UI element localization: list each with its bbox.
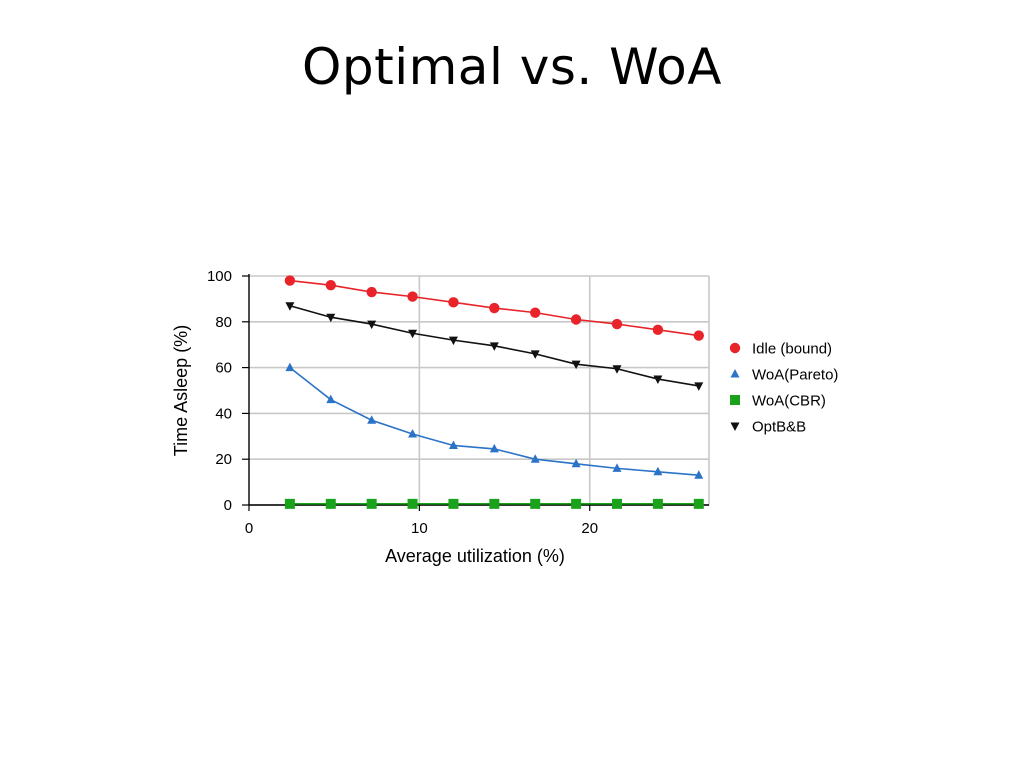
data-point <box>366 498 377 509</box>
legend: Idle (bound) WoA(Pareto) WoA(CBR) OptB&B <box>729 341 838 436</box>
data-point <box>325 498 336 509</box>
data-point <box>489 443 499 453</box>
y-tick-label: 40 <box>215 405 232 422</box>
data-point <box>489 342 499 351</box>
y-axis-title: Time Asleep (%) <box>171 325 191 456</box>
x-tick-label: 20 <box>581 520 598 537</box>
data-point <box>489 302 500 314</box>
data-point <box>408 429 418 438</box>
y-tick-label: 100 <box>207 268 232 285</box>
data-point <box>694 382 704 391</box>
data-point <box>367 320 377 330</box>
x-tick-label: 10 <box>411 520 428 537</box>
data-point <box>611 318 623 330</box>
legend-label: WoA(CBR) <box>752 393 826 410</box>
tick-labels: 0 20 40 60 80 100 0 10 20 <box>207 268 598 537</box>
x-axis-title: Average utilization (%) <box>385 546 565 566</box>
y-tick-label: 60 <box>215 360 232 377</box>
legend-marker <box>730 395 740 405</box>
data-point <box>571 360 581 370</box>
legend-item: Idle (bound) <box>729 341 832 358</box>
data-point <box>408 329 418 339</box>
data-point <box>448 336 458 346</box>
data-point <box>489 498 500 509</box>
data-point <box>367 415 377 424</box>
data-point <box>693 330 704 341</box>
data-point <box>366 286 377 298</box>
data-point <box>407 498 418 509</box>
data-point <box>570 314 582 325</box>
series-2 <box>284 498 704 509</box>
slide-title: Optimal vs. WoA <box>302 38 722 96</box>
data-point <box>612 463 622 472</box>
data-point <box>326 313 336 323</box>
data-point <box>693 498 704 509</box>
data-point <box>694 470 704 479</box>
data-point <box>326 394 336 404</box>
data-point <box>325 279 336 291</box>
data-point <box>653 466 663 476</box>
data-point <box>285 362 295 372</box>
legend-marker <box>729 342 741 354</box>
legend-label: OptB&B <box>752 419 806 436</box>
series-0 <box>284 275 704 341</box>
data-point <box>448 297 459 308</box>
series-3 <box>285 302 704 391</box>
y-tick-label: 20 <box>215 451 232 468</box>
axes <box>242 274 709 511</box>
legend-item: WoA(CBR) <box>730 393 826 410</box>
series <box>284 275 704 509</box>
legend-label: Idle (bound) <box>752 341 832 358</box>
data-point <box>530 307 541 318</box>
data-point <box>571 498 582 509</box>
data-point <box>530 350 540 359</box>
data-point <box>653 375 663 385</box>
y-tick-label: 80 <box>215 314 232 331</box>
data-point <box>652 498 663 509</box>
data-point <box>284 498 295 509</box>
data-point <box>284 275 296 286</box>
legend-marker <box>730 422 740 431</box>
legend-label: WoA(Pareto) <box>752 367 838 384</box>
data-point <box>448 440 458 449</box>
data-point <box>407 291 418 302</box>
legend-item: OptB&B <box>730 419 806 436</box>
data-point <box>530 498 541 509</box>
series-1 <box>285 362 704 479</box>
data-point <box>448 498 459 509</box>
data-point <box>571 458 581 468</box>
y-tick-label: 0 <box>224 497 232 514</box>
data-point <box>612 365 622 374</box>
x-tick-label: 0 <box>245 520 253 537</box>
data-point <box>612 498 622 509</box>
legend-marker <box>730 369 740 378</box>
data-point <box>652 324 664 336</box>
legend-item: WoA(Pareto) <box>730 367 838 384</box>
data-point <box>530 454 540 463</box>
data-point <box>285 302 295 311</box>
